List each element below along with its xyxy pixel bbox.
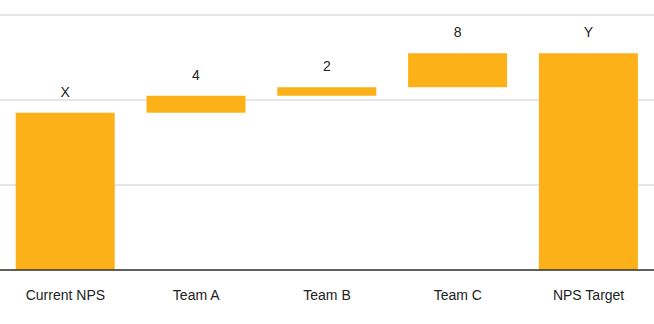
svg-text:NPS Target: NPS Target	[553, 287, 624, 303]
svg-text:Team B: Team B	[303, 287, 350, 303]
svg-text:2: 2	[323, 58, 331, 74]
svg-text:8: 8	[454, 24, 462, 40]
svg-text:Current NPS: Current NPS	[26, 287, 105, 303]
svg-text:X: X	[61, 84, 71, 100]
svg-text:4: 4	[192, 67, 200, 83]
svg-text:Y: Y	[584, 24, 594, 40]
svg-text:Team A: Team A	[173, 287, 220, 303]
svg-text:Team C: Team C	[434, 287, 482, 303]
